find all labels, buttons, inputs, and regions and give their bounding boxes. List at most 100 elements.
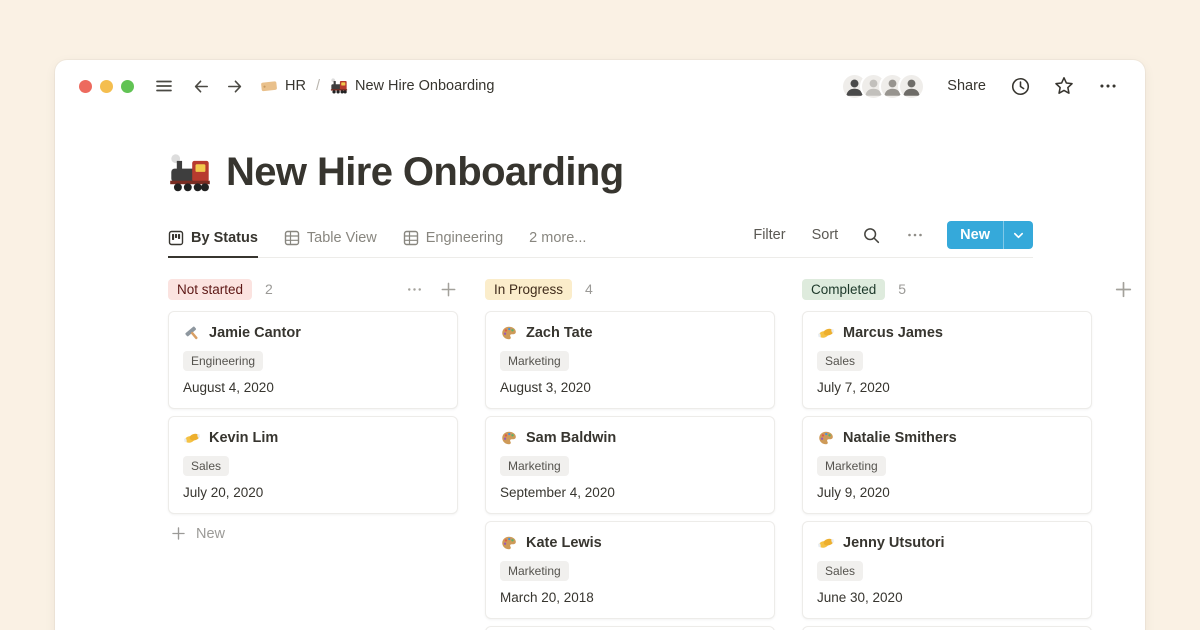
tab-more-views[interactable]: 2 more... [529, 230, 586, 257]
card-emoji-icon [500, 324, 518, 342]
tab-label: Table View [306, 230, 377, 246]
column-status-pill[interactable]: In Progress [485, 278, 573, 300]
card-title: Zach Tate [526, 325, 593, 341]
card-emoji-icon [817, 324, 835, 342]
board-column: Completed 5 Marcus James Sales July 7, 2… [802, 277, 1092, 630]
card-title-row: Jenny Utsutori [817, 534, 1077, 552]
column-header-actions [405, 280, 458, 299]
card-title-row: Sam Baldwin [500, 429, 760, 447]
card-title-row: Zach Tate [500, 324, 760, 342]
card-tag[interactable]: Sales [817, 351, 864, 371]
add-column-button[interactable] [1113, 279, 1134, 300]
column-count: 5 [898, 281, 907, 297]
close-button[interactable] [79, 79, 92, 93]
card-tag[interactable]: Sales [817, 561, 864, 581]
card-tag-row: Sales [183, 456, 443, 476]
breadcrumb-separator: / [315, 78, 320, 94]
avatar[interactable] [898, 72, 926, 100]
card-emoji-icon [500, 534, 518, 552]
traffic-lights [79, 79, 134, 93]
titlebar: HR / New Hire Onboarding Share [55, 60, 1145, 112]
card-tag[interactable]: Marketing [500, 456, 569, 476]
chevron-down-icon [1014, 232, 1023, 238]
board-card[interactable]: Matt Mullen [802, 626, 1092, 630]
card-emoji-icon [183, 429, 201, 447]
zoom-button[interactable] [121, 79, 134, 93]
board-card[interactable]: Natalie Smithers Marketing July 9, 2020 [802, 416, 1092, 514]
board-card[interactable]: Jamie Cantor Engineering August 4, 2020 [168, 311, 458, 409]
card-title-row: Natalie Smithers [817, 429, 1077, 447]
tab-by-status[interactable]: By Status [168, 230, 258, 258]
minimize-button[interactable] [100, 79, 113, 93]
card-date: July 9, 2020 [817, 485, 890, 500]
add-card-button[interactable]: New [168, 525, 458, 542]
view-toolbar: Filter Sort New [753, 221, 1033, 257]
card-tag-row: Sales [817, 351, 1077, 371]
column-header: Completed 5 [802, 277, 1092, 301]
card-tag[interactable]: Engineering [183, 351, 264, 371]
board-column: In Progress 4 Zach Tate Marketing August… [485, 277, 775, 630]
column-add-icon[interactable] [439, 280, 458, 299]
board-card[interactable]: Marcus James Sales July 7, 2020 [802, 311, 1092, 409]
card-title: Kate Lewis [526, 535, 602, 551]
breadcrumb-workspace[interactable]: HR [285, 78, 306, 94]
breadcrumb-page[interactable]: New Hire Onboarding [354, 78, 495, 94]
column-status-pill[interactable]: Completed [802, 278, 886, 300]
clock-icon[interactable] [1010, 76, 1031, 97]
train-emoji [168, 151, 212, 195]
card-tag[interactable]: Marketing [817, 456, 886, 476]
board-card[interactable]: Shawn Hunter [485, 626, 775, 630]
page-title-text: New Hire Onboarding [226, 150, 624, 194]
card-date: March 20, 2018 [500, 590, 594, 605]
card-tag-row: Sales [817, 561, 1077, 581]
card-date: September 4, 2020 [500, 485, 615, 500]
board-card[interactable]: Zach Tate Marketing August 3, 2020 [485, 311, 775, 409]
board-card[interactable]: Sam Baldwin Marketing September 4, 2020 [485, 416, 775, 514]
board-column: Not started 2 Jamie Cantor Engineering A… [168, 277, 458, 630]
view-options-icon[interactable] [905, 225, 925, 245]
column-count: 2 [265, 281, 273, 297]
forward-arrow-icon[interactable] [225, 77, 244, 96]
sort-button[interactable]: Sort [811, 227, 839, 243]
card-title: Jenny Utsutori [843, 535, 945, 551]
card-tag-row: Marketing [500, 456, 760, 476]
card-title: Jamie Cantor [209, 325, 301, 341]
new-button[interactable]: New [947, 221, 1033, 249]
card-tag[interactable]: Sales [183, 456, 230, 476]
tab-label: Engineering [425, 230, 504, 246]
new-button-label[interactable]: New [947, 221, 1003, 249]
card-emoji-icon [817, 534, 835, 552]
board: Not started 2 Jamie Cantor Engineering A… [168, 277, 1132, 630]
column-status-pill[interactable]: Not started [168, 278, 253, 300]
tab-label: By Status [191, 230, 258, 246]
column-cards: Marcus James Sales July 7, 2020 Natalie … [802, 311, 1092, 630]
sidebar-menu-icon[interactable] [154, 76, 174, 96]
column-header: In Progress 4 [485, 277, 775, 301]
board-card[interactable]: Jenny Utsutori Sales June 30, 2020 [802, 521, 1092, 619]
card-tag-row: Marketing [817, 456, 1077, 476]
table-view-icon [403, 230, 418, 246]
board-card[interactable]: Kate Lewis Marketing March 20, 2018 [485, 521, 775, 619]
label-tag-icon [260, 77, 278, 95]
more-icon[interactable] [1097, 75, 1119, 97]
card-tag[interactable]: Marketing [500, 561, 569, 581]
star-icon[interactable] [1053, 75, 1075, 97]
column-header: Not started 2 [168, 277, 458, 301]
tab-engineering[interactable]: Engineering [403, 230, 503, 257]
new-button-dropdown[interactable] [1003, 221, 1033, 249]
card-title-row: Jamie Cantor [183, 324, 443, 342]
tab-table-view[interactable]: Table View [284, 230, 377, 257]
filter-button[interactable]: Filter [753, 227, 786, 243]
back-arrow-icon[interactable] [192, 77, 211, 96]
search-icon[interactable] [862, 226, 881, 245]
add-card-label: New [196, 525, 226, 542]
card-date: August 4, 2020 [183, 380, 274, 395]
column-menu-icon[interactable] [405, 280, 424, 299]
column-cards: Jamie Cantor Engineering August 4, 2020 … [168, 311, 458, 514]
train-icon [330, 77, 348, 95]
column-count: 4 [585, 281, 593, 297]
card-title-row: Kate Lewis [500, 534, 760, 552]
share-button[interactable]: Share [947, 78, 986, 94]
card-tag[interactable]: Marketing [500, 351, 569, 371]
board-card[interactable]: Kevin Lim Sales July 20, 2020 [168, 416, 458, 514]
